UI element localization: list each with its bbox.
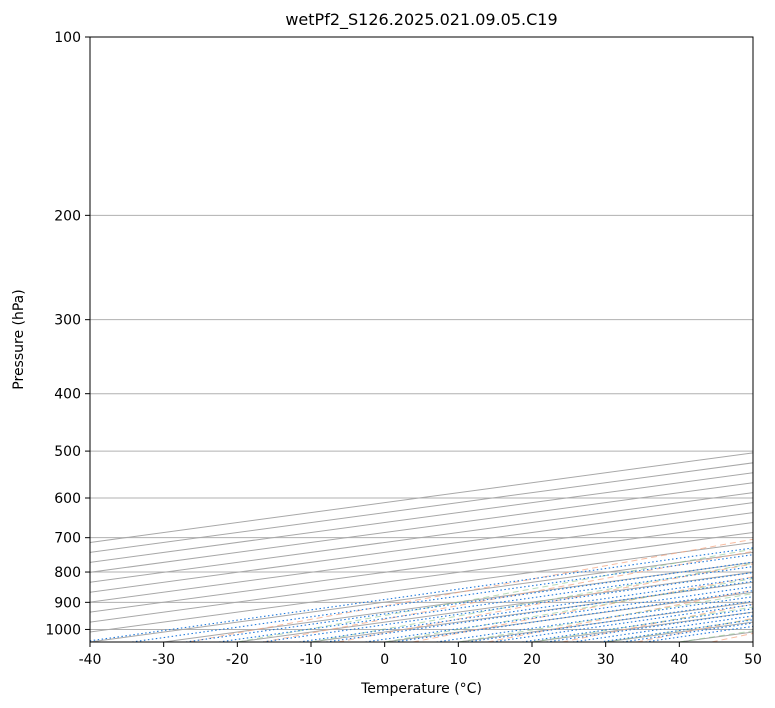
y-tick-label: 600 (54, 491, 81, 507)
isotherm-gridline (90, 452, 753, 543)
grid-layer (90, 37, 753, 642)
plot-area: 0.10.20.40.611.52346810131620253036-100-… (90, 37, 753, 642)
x-tick-label: 0 (380, 652, 389, 668)
isotherm-gridline (384, 591, 753, 642)
y-tick-label: 100 (54, 30, 81, 46)
x-tick-label: 30 (597, 652, 615, 668)
x-axis-label: Temperature (°C) (360, 681, 482, 697)
dry-adiabat-line (338, 563, 753, 642)
y-tick-label: 1000 (45, 622, 81, 638)
dry-adiabat-line (636, 617, 753, 642)
isotherm-gridline (90, 502, 753, 593)
mixing-ratio-line (131, 554, 753, 642)
background-lines (90, 538, 753, 642)
mixing-ratio-line (492, 603, 753, 642)
chart-title: wetPf2_S126.2025.021.09.05.C19 (285, 10, 557, 30)
isotherm-gridline (90, 551, 753, 642)
isotherm-gridline (752, 641, 753, 642)
y-tick-label: 900 (54, 595, 81, 611)
x-tick-label: 50 (744, 652, 762, 668)
dry-adiabat-line (263, 550, 753, 642)
mixing-ratio-line (185, 561, 753, 642)
x-tick-label: 10 (449, 652, 467, 668)
y-tick-label: 700 (54, 531, 81, 547)
x-tick-label: -40 (79, 652, 102, 668)
moist-adiabat-line (531, 606, 753, 642)
x-axis: -40 -30 -20 -10 0 10 20 30 40 50 (79, 642, 762, 668)
isotherm-gridline (90, 492, 753, 583)
y-tick-label: 200 (54, 208, 81, 224)
isotherm-gridline (679, 631, 753, 642)
isotherm-gridline (90, 462, 753, 553)
x-tick-label: 40 (670, 652, 688, 668)
isotherm-gridline (90, 522, 753, 613)
x-tick-label: 20 (523, 652, 541, 668)
mixing-ratio-line (572, 615, 753, 642)
isotherm-gridline (90, 472, 753, 563)
plot-frame (89, 36, 754, 643)
x-tick-label: -20 (226, 652, 249, 668)
dry-adiabat-line (412, 576, 753, 642)
y-axis-label: Pressure (hPa) (11, 289, 27, 389)
y-tick-label: 800 (54, 565, 81, 581)
isotherm-gridline (90, 531, 753, 623)
y-axis: 100 200 300 400 500 600 700 800 900 1000 (45, 30, 90, 638)
dry-adiabat-line (188, 538, 753, 642)
mixing-ratio-line (546, 611, 753, 642)
mixing-ratio-line (467, 600, 753, 642)
mixing-ratio-line (90, 547, 753, 642)
x-tick-label: -10 (300, 652, 323, 668)
y-tick-label: 300 (54, 313, 81, 329)
x-tick-label: -30 (152, 652, 175, 668)
isotherm-gridline (90, 512, 753, 603)
moist-adiabat-line (679, 630, 753, 642)
y-tick-label: 500 (54, 444, 81, 460)
moist-adiabat-line (384, 578, 753, 642)
moist-adiabat-line (310, 562, 753, 642)
y-tick-label: 400 (54, 387, 81, 403)
mixing-ratio-line (522, 608, 753, 642)
isotherm-gridline (90, 482, 753, 573)
isotherm-gridline (531, 611, 753, 642)
